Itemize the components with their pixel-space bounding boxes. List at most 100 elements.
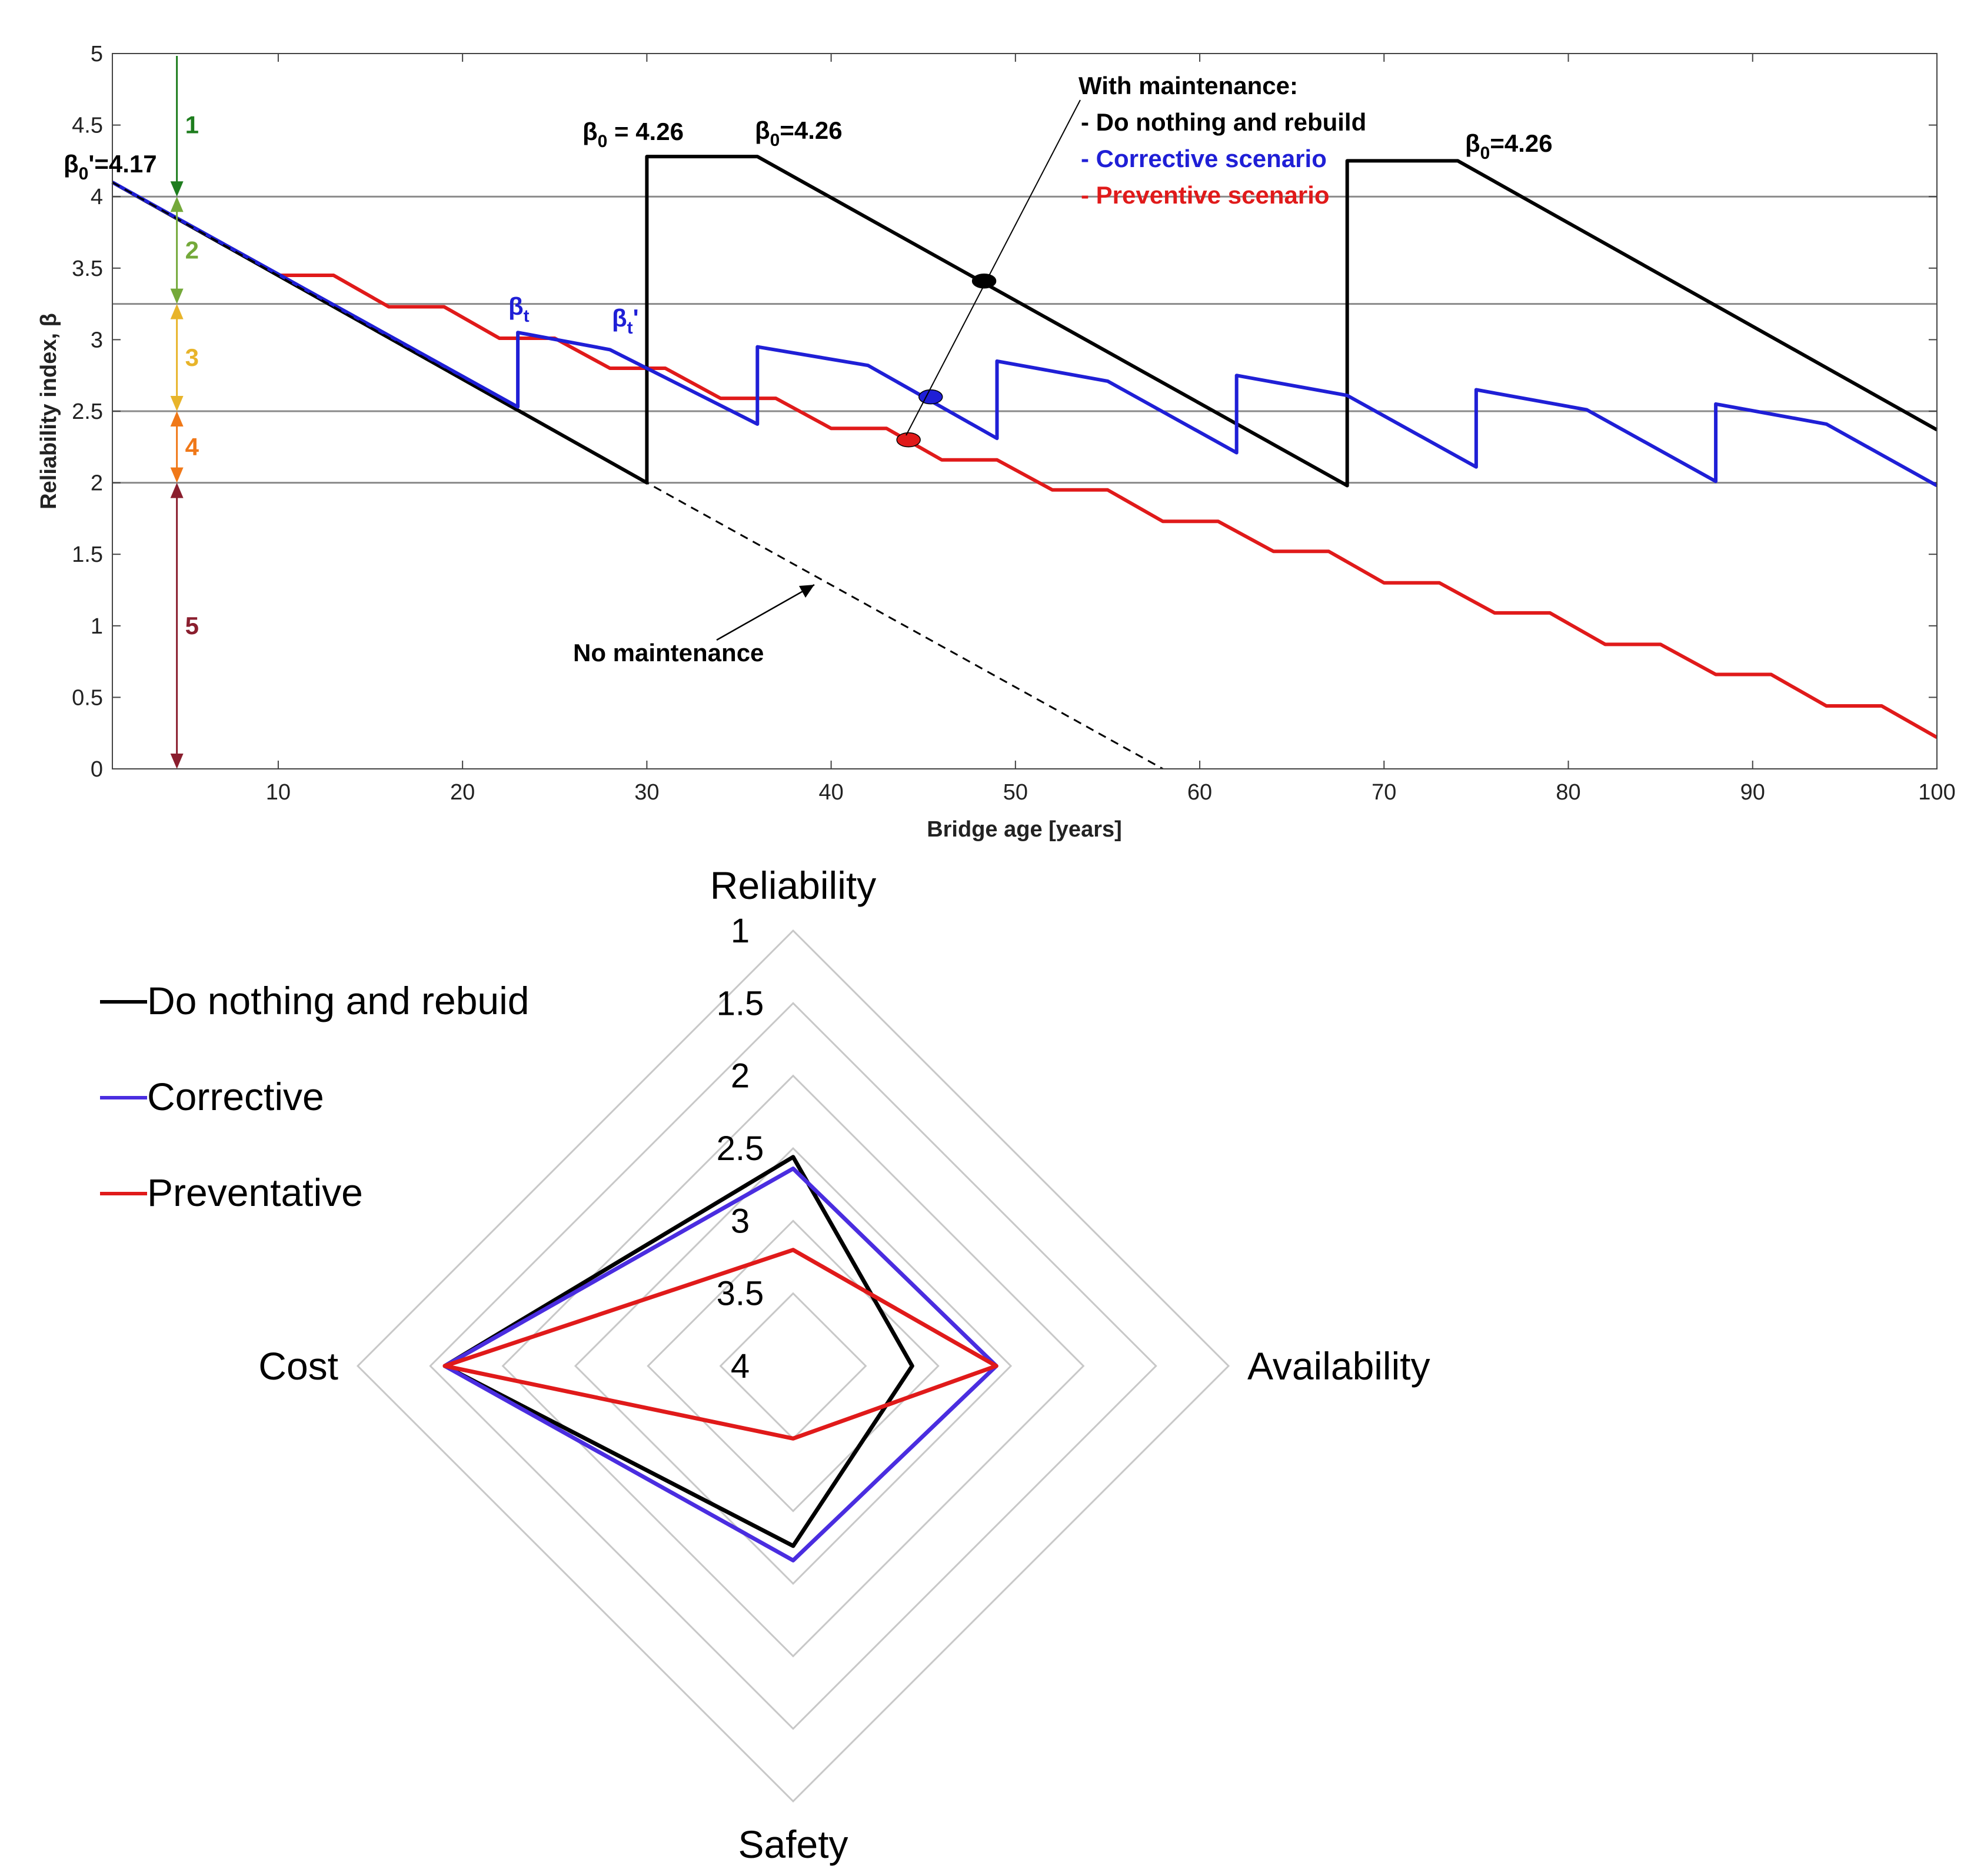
threshold-lines [112,195,1937,484]
beta0-third-label: β0=4.26 [1465,129,1553,163]
radar-grid-ring [647,1219,940,1512]
radar-scale-label: 1.5 [717,984,764,1022]
x-tick-label: 20 [450,780,475,805]
band-2: 2 [170,196,199,304]
beta-value: = 4.26 [607,118,684,145]
beta-symbol: β [508,292,524,320]
radar-grid-ring [574,1147,1013,1585]
radar-scale-label: 1 [731,912,750,950]
x-tick-label: 100 [1918,780,1955,805]
beta-prime: ' [633,304,639,332]
radar-grid-ring [429,1002,1157,1730]
series-marker [896,432,921,448]
band-4: 4 [170,411,199,483]
series-line-corrective-scenario [111,181,1938,488]
beta-t-prime-label: βt' [612,304,639,338]
band-arrowhead-up [170,304,184,319]
x-tick-label: 90 [1740,780,1765,805]
legend-preventive: - Preventive scenario [1081,181,1330,209]
beta0-second-label: β0=4.26 [755,116,843,150]
band-arrowhead-up [170,411,184,426]
legend-do-nothing: - Do nothing and rebuild [1081,108,1366,136]
radar-series-preventative [442,1248,998,1441]
with-maintenance-pointer [906,99,1081,436]
radar-scale-ticks: 1 1.5 2 2.5 3 3.5 4 [717,912,764,1385]
band-label: 4 [185,433,199,461]
beta-subscript: 0 [79,164,89,184]
beta-value: '=4.17 [88,150,157,178]
radar-scale-label: 3 [731,1202,750,1240]
beta-subscript: t [524,306,530,326]
radar-axis-safety: Safety [738,1822,848,1866]
radar-grid [356,929,1230,1803]
y-tick-label: 1 [91,614,103,639]
axis-ticks: 10 20 30 40 50 60 70 80 90 10000.511.522.533.544.… [72,42,1956,805]
beta-symbol: β [755,116,770,144]
with-maintenance-title: With maintenance: [1078,72,1298,99]
band-arrowhead-down [170,467,184,483]
beta-symbol: β [64,150,79,178]
y-tick-label: 3 [91,328,103,352]
x-tick-label: 50 [1003,780,1028,805]
series-marker [971,273,997,289]
radar-grid-ring [356,929,1230,1803]
legend-label-do-nothing: Do nothing and rebuid [147,979,530,1022]
y-tick-label: 4.5 [72,114,103,138]
series-marker [918,389,943,405]
beta-value: =4.26 [1490,129,1552,157]
radar-scale-label: 4 [731,1347,750,1385]
band-3: 3 [170,304,199,411]
x-axis-label: Bridge age [years] [927,817,1122,842]
beta-symbol: β [1465,129,1480,157]
band-5: 5 [170,482,199,769]
radar-scale-label: 3.5 [717,1275,764,1313]
radar-axis-availability: Availability [1247,1344,1430,1388]
radar-scale-label: 2 [731,1057,750,1095]
y-tick-label: 0 [91,757,103,782]
band-arrows: 1 2 3 4 5 [170,56,199,769]
legend-label-preventative: Preventative [147,1171,363,1214]
band-arrowhead-down [170,754,184,769]
x-tick-label: 30 [634,780,659,805]
radar-scale-label: 2.5 [717,1129,764,1168]
x-tick-label: 40 [818,780,843,805]
beta-symbol: β [612,304,627,332]
y-tick-label: 4 [91,185,103,209]
beta-subscript: 0 [770,131,780,150]
y-tick-label: 1.5 [72,542,103,567]
series-line-preventive-scenario [111,181,1938,739]
band-arrowhead-up [170,196,184,212]
band-arrowhead-up [170,482,184,498]
band-arrowhead-down [170,181,184,197]
radar-axis-reliability: Reliability [710,864,876,907]
reliability-line-chart: 10 20 30 40 50 60 70 80 90 10000.511.522.533.544.… [36,42,1956,842]
y-tick-label: 3.5 [72,256,103,281]
y-axis-label: Reliability index, β [36,313,61,509]
beta0-prime-label: β0'=4.17 [64,150,157,184]
y-tick-label: 2.5 [72,399,103,424]
band-label: 2 [185,236,199,264]
radar-chart: 1 1.5 2 2.5 3 3.5 4 Reliability Availability S… [100,864,1430,1866]
radar-legend: Do nothing and rebuid Corrective Prevent… [100,979,530,1214]
band-arrowhead-down [170,288,184,304]
no-maintenance-arrow [716,584,815,641]
y-tick-label: 5 [91,42,103,66]
radar-series [442,1155,998,1562]
radar-grid-ring [501,1074,1085,1658]
beta-symbol: β [582,118,598,145]
band-label: 1 [185,111,199,139]
x-tick-label: 10 [266,780,291,805]
x-tick-label: 60 [1187,780,1212,805]
beta-t-label: βt [508,292,530,326]
series-line-no-maintenance [112,181,1164,770]
radar-axis-cost: Cost [258,1344,338,1388]
radar-series-corrective [442,1167,998,1562]
band-arrowhead-down [170,396,184,411]
beta-subscript: 0 [1480,144,1490,163]
band-label: 5 [185,612,199,639]
no-maintenance-label: No maintenance [573,639,764,667]
band-label: 3 [185,344,199,371]
series-line-do-nothing-and-rebuild [111,155,1938,488]
legend-label-corrective: Corrective [147,1075,324,1118]
